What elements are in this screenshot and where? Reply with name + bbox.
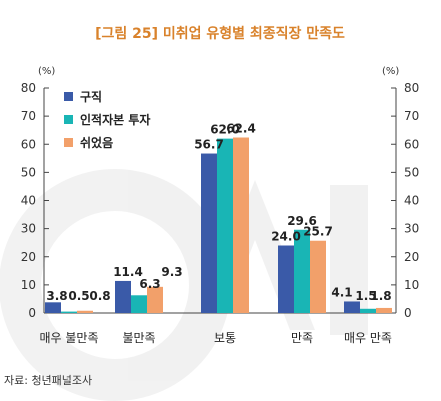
value-label-3-4: 25.7: [303, 225, 333, 239]
y-unit-right: (%): [382, 66, 399, 77]
x-category-label: 보통: [214, 331, 236, 345]
bar-2-3: [217, 138, 233, 313]
y-tick-left-label: 30: [21, 222, 36, 236]
legend-swatch-1: [64, 92, 73, 101]
bar-3-3: [233, 137, 249, 313]
y-unit-left: (%): [38, 66, 55, 77]
y-axis-right: 0 10 20 30 40 50 60 70 80: [391, 81, 419, 320]
legend-swatch-2: [64, 115, 73, 124]
y-tick-right-label: 30: [404, 222, 419, 236]
y-tick-right-label: 70: [404, 109, 419, 123]
bar-2-5: [360, 308, 376, 313]
value-label-2-3: 62.0: [210, 123, 240, 137]
value-label-3-5: 1.8: [370, 289, 391, 303]
value-label-3-1: 0.8: [89, 289, 110, 303]
x-category-label: 만족: [291, 331, 313, 345]
value-label-3-2: 9.3: [161, 265, 182, 279]
y-axis-left: 0 10 20 30 40 50 60 70 80: [21, 81, 49, 320]
y-tick-right-label: 0: [404, 306, 412, 320]
value-label-2-5: 1.5: [355, 289, 376, 303]
bar-2-1: [61, 311, 77, 313]
value-label-1-4: 24.0: [271, 230, 301, 244]
legend-swatch-3: [64, 138, 73, 147]
bar-1-3: [201, 153, 217, 313]
value-label-2-1: 0.5: [68, 289, 89, 303]
value-label-1-1: 3.8: [46, 289, 67, 303]
bars: [45, 137, 392, 313]
bar-3-5: [376, 307, 392, 313]
source-note: 자료: 청년패널조사: [4, 374, 92, 387]
y-tick-left-label: 80: [21, 81, 36, 95]
y-tick-left-label: 60: [21, 137, 36, 151]
bar-1-2: [115, 280, 131, 313]
y-tick-right-label: 40: [404, 194, 419, 208]
y-tick-right-label: 80: [404, 81, 419, 95]
x-category-label: 매우 만족: [344, 331, 392, 345]
value-labels: 3.8 0.5 0.811.46.39.3 56.762.062.4 24.0 29.62…: [46, 122, 391, 304]
y-tick-left-label: 40: [21, 194, 36, 208]
value-label-2-4: 29.6: [287, 214, 317, 228]
y-tick-left-label: 20: [21, 250, 36, 264]
chart-title: [그림 25] 미취업 유형별 최종직장 만족도: [95, 25, 345, 42]
legend-label-1: 구직: [80, 89, 102, 104]
bar-2-2: [131, 295, 147, 313]
x-category-label: 매우 불만족: [39, 331, 98, 345]
bar-3-1: [77, 310, 93, 313]
y-tick-right-label: 20: [404, 250, 419, 264]
y-tick-right-label: 10: [404, 278, 419, 292]
x-axis-categories: 매우 불만족 불만족 보통 만족 매우 만족: [39, 331, 392, 345]
bar-3-2: [147, 286, 163, 313]
bar-1-5: [344, 301, 360, 313]
y-tick-left-label: 0: [28, 306, 36, 320]
y-tick-right-label: 60: [404, 137, 419, 151]
legend-label-3: 쉬었음: [80, 135, 113, 150]
y-tick-left-label: 10: [21, 278, 36, 292]
x-category-label: 불만족: [122, 331, 155, 345]
y-tick-right-label: 50: [404, 165, 419, 179]
legend-label-2: 인적자본 투자: [80, 112, 150, 127]
y-tick-left-label: 50: [21, 165, 36, 179]
bar-1-1: [45, 302, 61, 313]
value-label-1-5: 4.1: [331, 285, 352, 299]
bar-3-4: [310, 240, 326, 313]
value-label-3-3: 62.4: [226, 122, 256, 136]
value-label-1-2: 11.4: [113, 265, 143, 279]
bar-1-4: [278, 245, 294, 313]
bar-2-4: [294, 229, 310, 313]
value-label-2-2: 6.3: [139, 277, 160, 291]
y-tick-left-label: 70: [21, 109, 36, 123]
value-label-1-3: 56.7: [194, 138, 224, 152]
